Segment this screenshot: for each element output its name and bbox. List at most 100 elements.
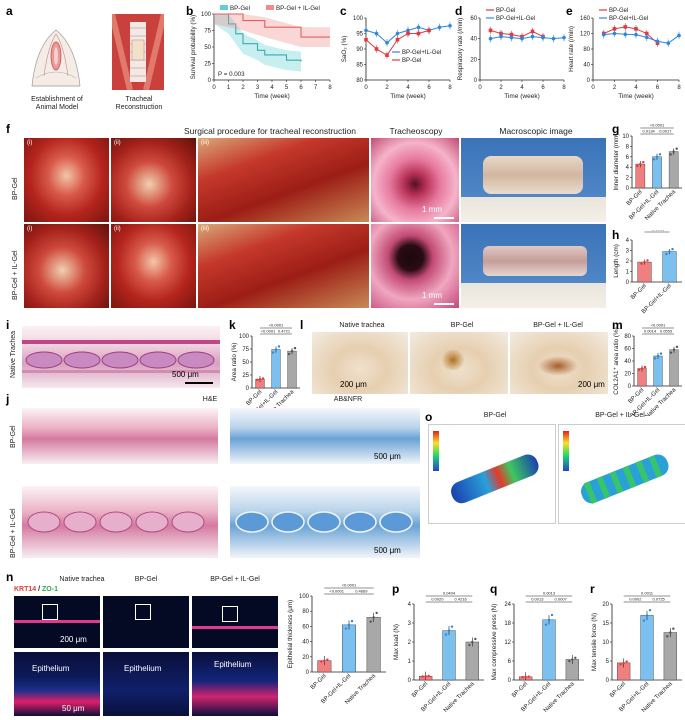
y-tick-label: 0	[508, 678, 512, 684]
y-tick-label: 0	[208, 78, 212, 84]
y-axis-label: Heart rate (/min)	[568, 26, 575, 72]
y-tick-label: 10	[622, 134, 629, 140]
data-point	[659, 352, 663, 355]
data-point	[447, 629, 451, 632]
row-label-j-il: BP-Gel + IL-Gel	[10, 508, 17, 558]
panel-letter-a: a	[6, 4, 13, 18]
data-point	[625, 660, 628, 663]
panel-letter-o: o	[425, 410, 433, 424]
data-point	[612, 27, 617, 31]
data-point	[636, 164, 639, 168]
legend-label: BP-Gel	[609, 8, 628, 14]
y-tick-label: 25	[204, 62, 211, 68]
ihc-il	[510, 332, 608, 394]
bar	[668, 151, 679, 189]
ihc-bp	[410, 332, 508, 394]
survival-line-0	[214, 13, 302, 62]
legend-label: BP-Gel+IL-Gel	[496, 16, 535, 22]
category-label: BP-Gel	[609, 681, 627, 699]
data-point	[677, 33, 681, 38]
fluo-native-top	[14, 596, 100, 648]
data-point	[287, 352, 291, 356]
legend-label: BP-Gel+IL-Gel	[609, 16, 648, 22]
legend-swatch	[220, 5, 228, 10]
data-point	[385, 41, 389, 45]
y-axis-label: Area ratio (%)	[231, 343, 238, 382]
epi-label-native: Epithelium	[32, 664, 70, 673]
y-axis-label: Max compressive press (N)	[491, 604, 498, 681]
data-point	[666, 41, 671, 45]
y-tick-label: 0	[626, 280, 630, 286]
y-tick-label: 20	[470, 57, 477, 63]
data-point	[637, 368, 641, 372]
data-point	[437, 25, 442, 30]
surgery-title: Surgical procedure for tracheal reconstr…	[184, 126, 356, 136]
heart-rate-chart: 0 40 80 120 160 Heart rate (/min) 0 2 4 6 8 Time (w…	[568, 8, 681, 100]
fluo-col-il: BP-Gel + IL-Gel	[210, 576, 260, 583]
x-tick-label: 0	[212, 85, 216, 91]
bar	[465, 641, 479, 681]
y-tick-label: 10	[602, 640, 609, 646]
data-point	[652, 158, 656, 161]
data-point	[634, 32, 638, 37]
y-tick-label: 4	[408, 602, 412, 608]
y-tick-label: 0	[628, 384, 632, 390]
y-tick-label: 20	[302, 655, 309, 661]
data-point	[562, 35, 566, 40]
data-point	[369, 620, 372, 623]
data-point	[623, 25, 628, 29]
panel-letter-i: i	[6, 318, 10, 332]
j-scale-text-top: 500 μm	[374, 452, 401, 461]
data-point	[524, 675, 527, 679]
data-point	[344, 627, 348, 630]
y-tick-label: 4	[626, 165, 630, 171]
data-point	[544, 623, 548, 626]
fluo-bp-bottom	[103, 652, 189, 716]
x-tick-label: 0	[478, 85, 482, 91]
ihc-scale-text-native: 200 μm	[340, 380, 367, 389]
series-line-0	[490, 29, 544, 38]
bar	[366, 617, 381, 673]
data-point	[530, 29, 535, 34]
y-tick-label: 95	[356, 32, 363, 38]
x-tick-label: 6	[541, 85, 545, 91]
y-tick-label: 0	[306, 670, 310, 676]
row-label-bp-gel: BP-Gel	[12, 177, 19, 200]
data-point	[427, 28, 431, 33]
y-tick-label: 15	[602, 621, 609, 627]
bar	[542, 619, 556, 681]
scale-text-endo-il: 1 mm	[422, 291, 442, 300]
tracheal-caption-2: Reconstruction	[115, 104, 163, 111]
data-point	[551, 36, 556, 41]
data-point	[521, 675, 524, 679]
survival-chart: 0 25 50 75 100 Survival probability (%) 0 1 2 3 4 5…	[190, 5, 332, 100]
data-point	[274, 348, 278, 351]
y-tick-label: 6	[626, 155, 630, 161]
y-tick-label: 100	[239, 334, 250, 340]
fea-col-bp: BP-Gel	[483, 412, 507, 419]
fluo-il-bottom	[192, 652, 278, 716]
panel-letter-g: g	[612, 122, 620, 136]
step-i-il: (i)	[27, 226, 33, 232]
data-point	[385, 53, 389, 57]
he-title: H&E	[202, 396, 218, 403]
data-point	[672, 150, 675, 153]
x-tick-label: 3	[256, 85, 260, 91]
data-point	[293, 346, 297, 350]
p-value-label: 0.0404	[443, 591, 456, 596]
bar	[442, 630, 456, 681]
y-tick-label: 60	[470, 16, 477, 22]
panel-letter-n: n	[6, 570, 14, 584]
data-point	[364, 37, 368, 42]
x-axis-label: Time (week)	[618, 93, 654, 100]
category-label: BP-Gel	[411, 681, 429, 699]
y-tick-label: 6	[508, 659, 512, 665]
data-point	[444, 633, 448, 636]
panel-letter-k: k	[229, 318, 236, 332]
legend-swatch	[266, 5, 274, 10]
category-label: Native Trachea	[644, 189, 677, 222]
y-tick-label: 100	[299, 594, 310, 600]
row-label-native-trachea: Native Trachea	[10, 330, 17, 378]
data-point	[450, 625, 454, 628]
